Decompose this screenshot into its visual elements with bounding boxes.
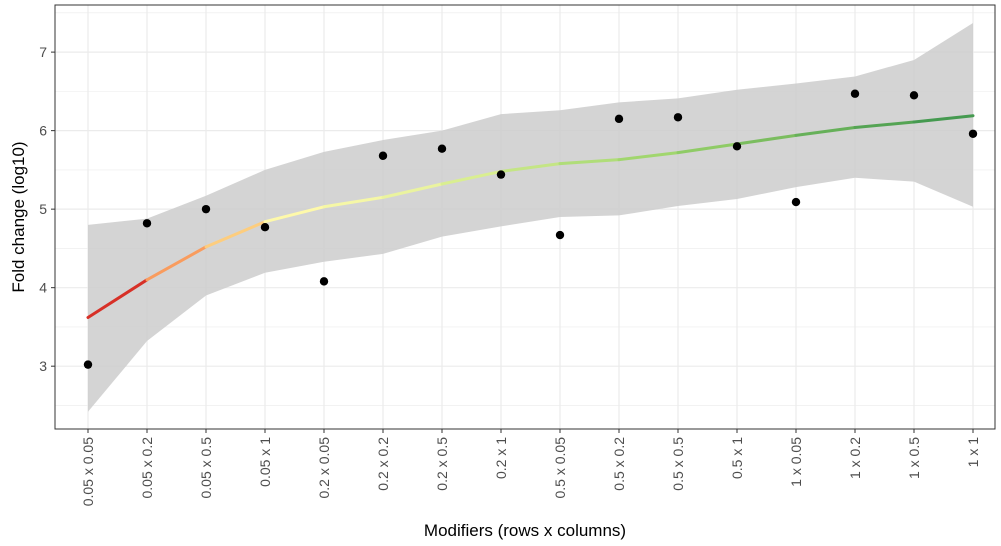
data-point xyxy=(142,219,152,228)
x-tick-label: 1 x 0.5 xyxy=(906,437,922,479)
data-point xyxy=(909,91,919,100)
trend-segment xyxy=(794,125,857,137)
x-tick-label: 0.2 x 0.2 xyxy=(375,437,391,491)
x-tick-label: 1 x 0.05 xyxy=(788,437,804,487)
panel-border xyxy=(54,4,996,430)
x-tick-label: 0.05 x 0.5 xyxy=(198,437,214,499)
x-tick-label: 0.5 x 0.05 xyxy=(552,437,568,499)
y-axis-title: Fold change (log10) xyxy=(9,141,28,292)
y-tick-label: 6 xyxy=(39,123,47,139)
x-axis-title: Modifiers (rows x columns) xyxy=(424,521,626,540)
x-tick-label: 0.2 x 1 xyxy=(493,437,509,479)
y-tick-label: 5 xyxy=(39,201,47,217)
trend-segment xyxy=(381,182,444,199)
trend-line xyxy=(86,114,975,320)
trend-segment xyxy=(86,278,149,320)
data-point xyxy=(968,129,978,138)
trend-segment xyxy=(735,133,798,146)
data-point xyxy=(378,151,388,160)
data-points xyxy=(83,89,978,369)
data-point xyxy=(260,223,270,232)
x-axis: 0.05 x 0.05 0.05 x 0.2 0.05 x 0.5 0.05 x 1 0… xyxy=(80,429,981,506)
data-point xyxy=(732,142,742,151)
x-tick-label: 1 x 0.2 xyxy=(847,437,863,479)
trend-segment xyxy=(204,220,267,249)
x-tick-label: 0.5 x 0.2 xyxy=(611,437,627,491)
data-point xyxy=(673,113,683,122)
trend-segment xyxy=(912,114,975,124)
data-point xyxy=(496,170,506,179)
data-point xyxy=(319,277,329,286)
x-tick-label: 0.5 x 1 xyxy=(729,437,745,479)
data-point xyxy=(850,89,860,98)
y-tick-label: 7 xyxy=(39,44,47,60)
data-point xyxy=(437,144,447,153)
confidence-ribbon xyxy=(88,23,973,412)
trend-segment xyxy=(617,151,680,162)
trend-segment xyxy=(558,158,621,166)
x-tick-label: 0.05 x 1 xyxy=(257,437,273,487)
trend-segment xyxy=(263,205,326,224)
trend-segment xyxy=(853,120,916,129)
data-point xyxy=(83,360,93,369)
y-tick-label: 4 xyxy=(39,280,47,296)
data-point xyxy=(791,197,801,207)
data-point xyxy=(614,114,624,124)
data-point xyxy=(201,204,211,214)
trend-segment xyxy=(322,195,385,209)
x-tick-label: 0.5 x 0.5 xyxy=(670,437,686,491)
data-point xyxy=(555,230,565,240)
x-tick-label: 0.05 x 0.2 xyxy=(139,437,155,499)
trend-segment xyxy=(676,142,739,155)
x-tick-label: 1 x 1 xyxy=(965,437,981,468)
trend-segment xyxy=(145,245,208,282)
x-tick-label: 0.2 x 0.05 xyxy=(316,437,332,499)
y-axis: 3 4 5 6 7 xyxy=(39,44,55,374)
trend-segment xyxy=(499,162,562,173)
x-tick-label: 0.2 x 0.5 xyxy=(434,437,450,491)
y-tick-label: 3 xyxy=(39,358,47,374)
trend-segment xyxy=(440,169,503,186)
x-tick-label: 0.05 x 0.05 xyxy=(80,437,96,506)
